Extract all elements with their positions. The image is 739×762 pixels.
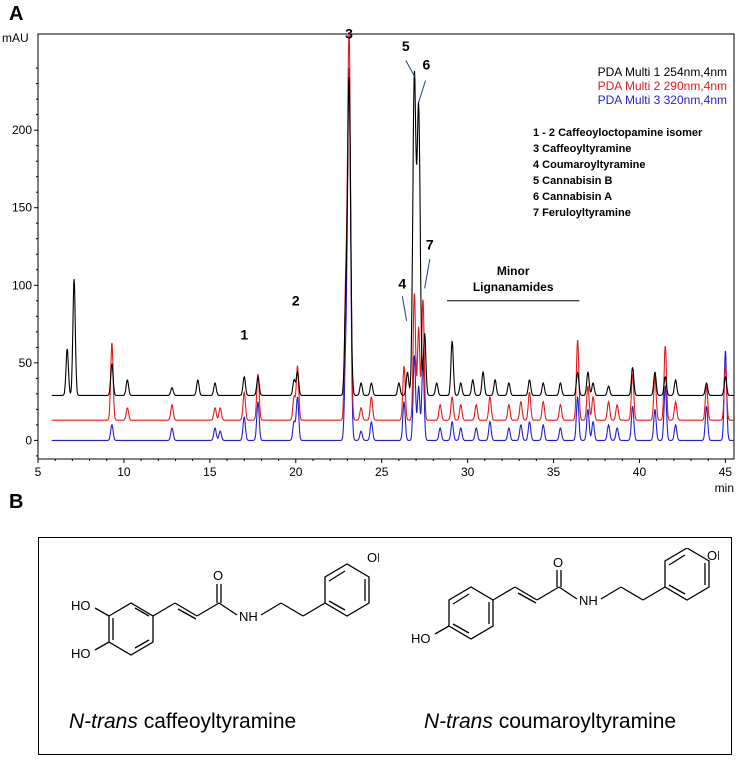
x-tick-label: 10 [117, 465, 131, 479]
y-tick-label: 150 [12, 201, 32, 215]
peak-pointer [424, 258, 431, 289]
compound-legend-entry: 5 Cannabisin B [533, 175, 613, 187]
legend-entry: PDA Multi 2 290nm,4nm [598, 79, 727, 93]
y-tick-label: 50 [19, 356, 33, 370]
y-tick-label: 100 [12, 278, 32, 292]
series-line [51, 33, 734, 421]
caffeoyltyramine-structure: O NH OH HO HO [71, 550, 379, 661]
compound-legend-entry: 3 Caffeoyltyramine [533, 143, 631, 155]
x-tick-label: 15 [203, 465, 217, 479]
peak-label: 6 [422, 57, 430, 73]
atom-oh-top: OH [707, 548, 719, 563]
coumaroyltyramine-structure: O NH OH HO [411, 548, 719, 646]
region-label-line2: Lignanamides [473, 280, 554, 294]
x-tick-label: 35 [547, 465, 561, 479]
x-tick-label: 25 [375, 465, 389, 479]
series-line [51, 68, 734, 441]
peak-label: 1 [240, 327, 248, 343]
y-tick-label: 0 [25, 433, 32, 447]
peak-pointer [401, 296, 408, 322]
y-axis-label: mAU [2, 31, 29, 45]
atom-ho: HO [411, 631, 431, 646]
coumaroyltyramine-label: coumaroyltyramine [492, 710, 677, 733]
compound-legend-entry: 4 Coumaroyltyramine [533, 159, 645, 171]
legend-entry: PDA Multi 3 320nm,4nm [598, 93, 727, 107]
plot-frame [37, 33, 735, 460]
atom-ho-lower: HO [71, 646, 91, 661]
x-tick-label: 40 [633, 465, 647, 479]
structures-box: O NH OH HO HO [38, 537, 732, 755]
legend-entry: PDA Multi 1 254nm,4nm [598, 65, 727, 79]
atom-o: O [553, 555, 563, 570]
x-tick-label: 20 [289, 465, 303, 479]
chromatogram-chart: 5 10 15 20 25 30 35 40 45050100150200mAUmin12345… [2, 26, 735, 495]
peak-label: 5 [402, 38, 410, 54]
atom-nh: NH [239, 609, 258, 624]
y-tick-label: 200 [12, 123, 32, 137]
x-tick-label: 30 [461, 465, 475, 479]
peak-label: 2 [292, 292, 300, 308]
series-line [51, 70, 734, 396]
compound-legend-entry: 1 - 2 Caffeoyloctopamine isomer [533, 127, 703, 139]
atom-o: O [213, 568, 223, 583]
coumaroyltyramine-prefix: N-trans [424, 710, 493, 733]
atom-ho-upper: HO [71, 598, 91, 613]
panel-a-label: A [9, 3, 24, 25]
caffeoyltyramine-name: N-trans caffeoyltyramine [69, 710, 296, 734]
compound-legend-entry: 7 Feruloyltyramine [533, 207, 631, 219]
peak-label: 4 [398, 275, 406, 291]
panel-b-label: B [9, 491, 24, 513]
peak-label: 7 [426, 237, 434, 253]
region-label-line1: Minor [497, 264, 530, 278]
peak-label: 3 [345, 26, 353, 42]
peak-pointer [418, 80, 427, 103]
caffeoyltyramine-prefix: N-trans [69, 710, 138, 733]
x-tick-label: 45 [719, 465, 733, 479]
x-tick-label: 5 [35, 465, 42, 479]
compound-legend-entry: 6 Cannabisin A [533, 191, 612, 203]
coumaroyltyramine-name: N-trans coumaroyltyramine [424, 710, 676, 734]
atom-oh-top: OH [367, 550, 379, 565]
atom-nh: NH [579, 593, 598, 608]
x-axis-label: min [715, 481, 734, 495]
peak-pointer [405, 60, 416, 78]
caffeoyltyramine-label: caffeoyltyramine [137, 710, 297, 733]
